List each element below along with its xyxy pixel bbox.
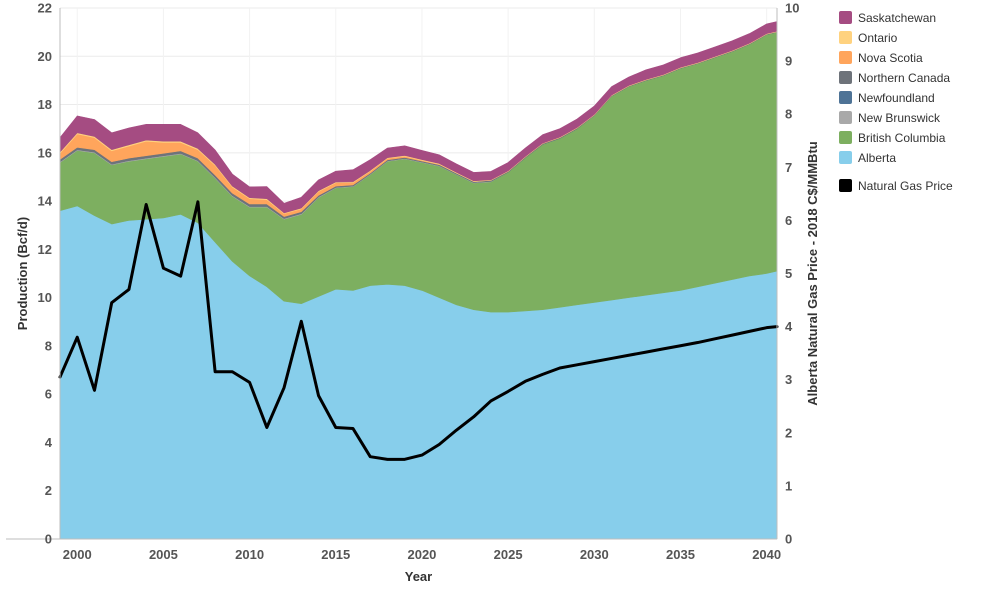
legend-item-new-brunswick: New Brunswick <box>839 111 941 125</box>
legend-swatch-british-columbia <box>839 131 852 144</box>
legend-label-northern-canada: Northern Canada <box>858 71 950 85</box>
x-tick-label: 2040 <box>752 547 781 562</box>
y2-tick-label: 4 <box>785 319 793 334</box>
legend-label-ontario: Ontario <box>858 31 898 45</box>
legend-label-british-columbia: British Columbia <box>858 131 946 145</box>
legend-item-newfoundland: Newfoundland <box>839 91 935 105</box>
x-tick-label: 2005 <box>149 547 178 562</box>
y-tick-label: 22 <box>38 1 52 16</box>
y-tick-label: 14 <box>38 194 53 209</box>
legend-label-new-brunswick: New Brunswick <box>858 111 941 125</box>
y-tick-label: 20 <box>38 49 52 64</box>
x-tick-label: 2035 <box>666 547 695 562</box>
y-tick-label: 2 <box>45 483 52 498</box>
y2-tick-label: 10 <box>785 1 799 16</box>
y2-tick-label: 3 <box>785 372 792 387</box>
y-axis-title: Production (Bcf/d) <box>15 217 30 330</box>
y2-tick-label: 9 <box>785 54 792 69</box>
y-tick-label: 10 <box>38 290 52 305</box>
y2-tick-label: 0 <box>785 532 792 547</box>
x-tick-label: 2020 <box>407 547 436 562</box>
legend-swatch-ontario <box>839 31 852 44</box>
x-axis-title: Year <box>405 569 432 584</box>
x-tick-label: 2010 <box>235 547 264 562</box>
legend-item-ontario: Ontario <box>839 31 898 45</box>
legend-item-natural-gas-price: Natural Gas Price <box>839 179 953 193</box>
y-tick-label: 8 <box>45 338 52 353</box>
area-layers <box>59 21 778 540</box>
y2-tick-label: 7 <box>785 160 792 175</box>
y2-axis-title: Alberta Natural Gas Price - 2018 C$/MMBt… <box>805 141 820 405</box>
legend-label-newfoundland: Newfoundland <box>858 91 935 105</box>
legend-swatch-alberta <box>839 151 852 164</box>
y-tick-label: 6 <box>45 387 52 402</box>
y2-tick-label: 8 <box>785 107 792 122</box>
y2-tick-label: 6 <box>785 213 792 228</box>
y-tick-label: 4 <box>45 435 53 450</box>
legend-label-nova-scotia: Nova Scotia <box>858 51 923 65</box>
legend-swatch-newfoundland <box>839 91 852 104</box>
legend-swatch-saskatchewan <box>839 11 852 24</box>
y2-tick-label: 1 <box>785 478 792 493</box>
legend-item-nova-scotia: Nova Scotia <box>839 51 923 65</box>
price-line-layer <box>58 200 779 461</box>
y2-tick-label: 5 <box>785 266 792 281</box>
legend-label-natural-gas-price: Natural Gas Price <box>858 179 953 193</box>
legend-swatch-northern-canada <box>839 71 852 84</box>
legend-item-saskatchewan: Saskatchewan <box>839 11 936 25</box>
y-tick-label: 0 <box>45 532 52 547</box>
legend-item-northern-canada: Northern Canada <box>839 71 950 85</box>
axis-frame <box>6 8 778 540</box>
legend: Saskatchewan Ontario Nova Scotia Northern C… <box>839 11 953 193</box>
y-tick-label: 18 <box>38 97 52 112</box>
x-tick-label: 2030 <box>580 547 609 562</box>
x-tick-label: 2000 <box>63 547 92 562</box>
y-tick-label: 12 <box>38 242 52 257</box>
x-tick-label: 2025 <box>494 547 523 562</box>
legend-label-alberta: Alberta <box>858 151 896 165</box>
y-tick-label: 16 <box>38 145 52 160</box>
legend-swatch-nova-scotia <box>839 51 852 64</box>
x-tick-label: 2015 <box>321 547 350 562</box>
legend-item-british-columbia: British Columbia <box>839 131 946 145</box>
legend-label-saskatchewan: Saskatchewan <box>858 11 936 25</box>
legend-item-alberta: Alberta <box>839 151 896 165</box>
legend-swatch-new-brunswick <box>839 111 852 124</box>
line-natural-gas-price <box>58 200 779 461</box>
legend-swatch-natural-gas-price <box>839 179 852 192</box>
y2-tick-label: 2 <box>785 425 792 440</box>
